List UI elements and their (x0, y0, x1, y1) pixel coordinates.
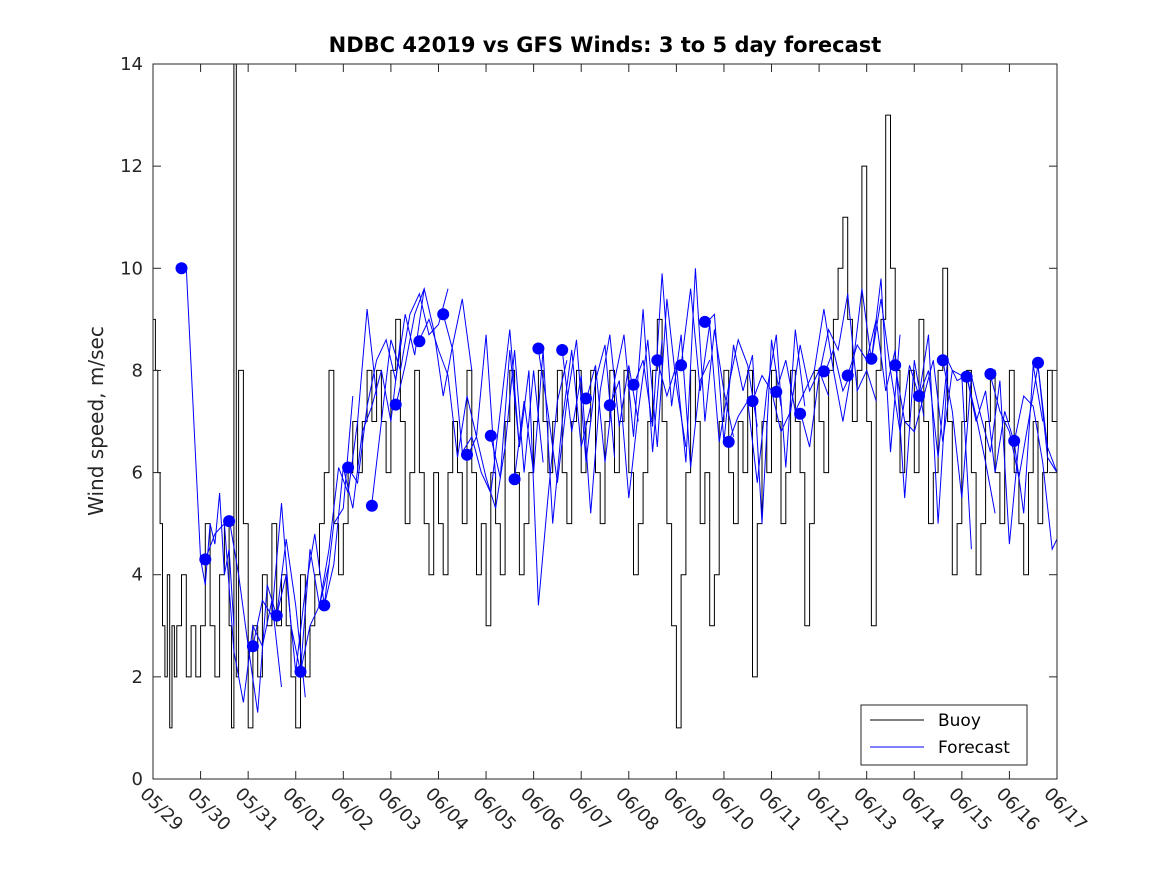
forecast-series-line (204, 522, 282, 703)
forecast-point (484, 429, 497, 442)
forecast-series-line (680, 288, 758, 442)
forecast-point (270, 609, 283, 622)
forecast-point (413, 335, 426, 348)
forecast-point (698, 315, 711, 328)
forecast-series-line (823, 278, 901, 453)
forecast-series-line (633, 273, 711, 468)
legend: Buoy Forecast (860, 704, 1028, 766)
y-tick-label: 0 (132, 769, 143, 790)
forecast-series-line (514, 349, 592, 524)
forecast-point (627, 378, 640, 391)
forecast-point (175, 262, 188, 275)
forecast-point (651, 354, 664, 367)
forecast-point (246, 640, 259, 653)
forecast-point (960, 370, 973, 383)
forecast-series-line (847, 319, 925, 499)
y-tick-label: 2 (132, 667, 143, 688)
forecast-point (770, 385, 783, 398)
forecast-point (342, 461, 355, 474)
forecast-point (603, 399, 616, 412)
plot-frame (152, 63, 1058, 780)
forecast-series-line (799, 293, 877, 448)
forecast-series-line (300, 309, 378, 672)
forecast-series-line (989, 365, 1058, 478)
forecast-point (865, 352, 878, 365)
forecast-series-line (276, 395, 354, 672)
forecast-point (294, 665, 307, 678)
forecast-series-line (185, 268, 235, 626)
legend-box (860, 704, 1028, 766)
forecast-point (841, 369, 854, 382)
forecast-series-line (609, 298, 687, 499)
forecast-point (508, 473, 521, 486)
legend-forecast-label: Forecast (938, 738, 1010, 758)
forecast-series-line (228, 518, 306, 713)
forecast-series-line (656, 268, 734, 463)
forecast-series-line (1013, 394, 1058, 552)
forecast-point (936, 354, 949, 367)
forecast-point (746, 395, 759, 408)
forecast-point (223, 515, 236, 528)
forecast-point (1032, 356, 1044, 369)
forecast-point (675, 359, 688, 372)
forecast-series-line (752, 344, 830, 434)
forecast-series-line (918, 358, 996, 514)
forecast-point (794, 407, 807, 420)
forecast-point (913, 390, 925, 402)
forecast-point (389, 398, 402, 411)
y-tick-label: 10 (120, 258, 143, 279)
y-tick-label: 8 (132, 360, 143, 381)
forecast-series-line (442, 314, 520, 495)
forecast-point (556, 344, 569, 356)
forecast-series-line (418, 318, 497, 478)
forecast-series-line (537, 339, 615, 483)
forecast-series-line (870, 298, 949, 524)
forecast-point (889, 359, 902, 372)
y-axis-label: Wind speed, m/sec (84, 326, 108, 516)
forecast-point (1008, 434, 1021, 447)
forecast-series-line (1037, 365, 1058, 473)
forecast-series-line (775, 309, 853, 422)
forecast-point (817, 365, 830, 378)
forecast-point (437, 308, 450, 321)
forecast-series-line (894, 360, 972, 550)
y-tick-label: 14 (120, 54, 143, 75)
forecast-series-line (561, 334, 639, 514)
forecast-series-line (347, 288, 425, 485)
forecast-point (199, 553, 212, 566)
forecast-point (461, 448, 473, 461)
y-tick-label: 4 (132, 565, 143, 586)
y-tick-label: 12 (120, 156, 143, 177)
forecast-point (318, 599, 331, 612)
y-axis: 0 2 4 6 8 10 12 14 (120, 54, 1057, 790)
forecast-series-line (942, 360, 1020, 545)
forecast-series-line (728, 329, 806, 483)
forecast-series-line (395, 286, 473, 407)
forecast-point (984, 368, 997, 380)
forecast-point (532, 342, 545, 355)
legend-buoy-label: Buoy (938, 711, 981, 731)
chart-title: NDBC 42019 vs GFS Winds: 3 to 5 day fore… (329, 33, 882, 57)
forecast-point (580, 392, 592, 405)
data-layer (153, 63, 1058, 729)
forecast-series-line (371, 288, 449, 504)
forecast-series-line (704, 313, 782, 524)
forecast-series-line (490, 349, 568, 606)
forecast-point (722, 435, 735, 448)
y-tick-label: 6 (132, 463, 143, 484)
forecast-series-line (323, 339, 401, 606)
forecast-point (365, 499, 378, 512)
